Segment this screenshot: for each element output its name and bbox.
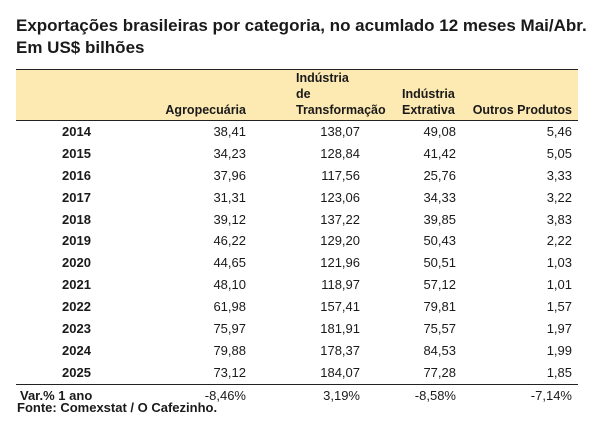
header-industria-extrativa-line2: Extrativa [402,103,455,117]
cell-outros-produtos: 1,01 [546,277,572,293]
exports-table: Agropecuária Indústria de Transformação … [16,69,578,407]
cell-industria-transformacao: 137,22 [320,211,360,227]
cell-outros-produtos: 1,85 [546,364,572,380]
cell-agropecuaria: 75,97 [213,320,246,336]
cell-agropecuaria: 73,12 [213,364,246,380]
cell-industria-extrativa: 75,57 [423,320,456,336]
cell-industria-transformacao: 3,19% [248,383,368,407]
cell-industria-extrativa: 84,53 [423,342,456,358]
table-row: 2023 75,97 181,91 75,57 1,97 [16,318,578,340]
cell-industria-transformacao: 184,07 [320,364,360,380]
header-year [16,69,128,121]
cell-year: 2016 [62,167,91,183]
cell-industria-transformacao: 157,41 [320,299,360,315]
cell-outros-produtos: 1,99 [546,342,572,358]
cell-agropecuaria: 44,65 [213,255,246,271]
variation-row: Var.% 1 ano -8,46% 3,19% -8,58% -7,14% [16,383,578,407]
cell-agropecuaria: 48,10 [213,277,246,293]
cell-year: 2022 [62,299,91,315]
cell-outros-produtos: 1,97 [546,320,572,336]
cell-industria-extrativa: 34,33 [423,189,456,205]
cell-agropecuaria: 79,88 [213,342,246,358]
cell-agropecuaria: 46,22 [213,233,246,249]
cell-outros-produtos: 1,03 [546,255,572,271]
cell-agropecuaria: 34,23 [213,145,246,161]
table-row: 2020 44,65 121,96 50,51 1,03 [16,252,578,274]
header-industria-transformacao-line2: Transformação [296,103,386,117]
cell-agropecuaria: 31,31 [213,189,246,205]
cell-industria-transformacao: 117,56 [321,167,360,183]
table-row: 2021 48,10 118,97 57,12 1,01 [16,274,578,296]
header-outros-produtos-label: Outros Produtos [472,103,572,117]
cell-industria-extrativa: 57,12 [423,277,456,293]
cell-industria-extrativa: 50,43 [423,233,456,249]
cell-year: 2017 [62,189,91,205]
table-title: Exportações brasileiras por categoria, n… [16,16,587,57]
table-row: 2017 31,31 123,06 34,33 3,22 [16,187,578,209]
cell-outros-produtos: 2,22 [546,233,572,249]
table-body: 2014 38,41 138,07 49,08 5,46 2015 34,23 128,84 4… [16,121,578,407]
cell-industria-transformacao: 128,84 [320,145,360,161]
cell-outros-produtos: 3,83 [546,211,572,227]
cell-agropecuaria: 39,12 [213,211,246,227]
cell-industria-extrativa: -8,58% [368,383,468,407]
cell-year: 2024 [62,342,91,358]
cell-year: 2018 [62,211,91,227]
cell-agropecuaria: 38,41 [213,123,246,139]
table-row: 2014 38,41 138,07 49,08 5,46 [16,121,578,143]
cell-industria-transformacao: 121,96 [320,255,360,271]
header-industria-transformacao: Indústria de Transformação [248,69,386,121]
cell-industria-transformacao: 138,07 [320,123,360,139]
cell-industria-extrativa: 39,85 [423,211,456,227]
cell-year: 2015 [62,145,91,161]
cell-outros-produtos: 5,46 [546,123,572,139]
cell-industria-transformacao: 129,20 [320,233,360,249]
header-agropecuaria: Agropecuária [128,69,248,121]
header-industria-extrativa-line1: Indústria [402,87,455,101]
cell-outros-produtos: 1,57 [546,299,572,315]
cell-industria-extrativa: 77,28 [423,364,456,380]
cell-year: 2020 [62,255,91,271]
cell-industria-extrativa: 50,51 [423,255,456,271]
cell-year: 2021 [62,277,91,293]
table-row: 2015 34,23 128,84 41,42 5,05 [16,143,578,165]
header-outros-produtos: Outros Produtos [468,69,578,121]
cell-industria-transformacao: 123,06 [320,189,360,205]
cell-industria-extrativa: 49,08 [423,123,456,139]
cell-agropecuaria: -8,46% [128,383,248,407]
cell-outros-produtos: 3,22 [546,189,572,205]
table-row: 2024 79,88 178,37 84,53 1,99 [16,340,578,362]
cell-industria-extrativa: 41,42 [423,145,456,161]
table-row: 2019 46,22 129,20 50,43 2,22 [16,230,578,252]
table-row: 2025 73,12 184,07 77,28 1,85 [16,362,578,384]
cell-year: 2019 [62,233,91,249]
header-row: Agropecuária Indústria de Transformação … [16,69,578,121]
table-row: 2018 39,12 137,22 39,85 3,83 [16,209,578,231]
cell-outros-produtos: 3,33 [546,167,572,183]
cell-industria-transformacao: 181,91 [320,320,360,336]
cell-industria-transformacao: 118,97 [321,277,360,293]
cell-year: 2023 [62,320,91,336]
header-industria-extrativa: Indústria Extrativa [368,69,468,121]
cell-year: 2025 [62,364,91,380]
cell-outros-produtos: 5,05 [546,145,572,161]
source-note: Fonte: Comexstat / O Cafezinho. [17,400,218,415]
header-agropecuaria-label: Agropecuária [165,103,246,117]
cell-industria-extrativa: 25,76 [423,167,456,183]
cell-industria-transformacao: 178,37 [320,342,360,358]
table-row: 2016 37,96 117,56 25,76 3,33 [16,165,578,187]
header-industria-transformacao-line1: Indústria de [296,71,349,101]
cell-year: Var.% 1 ano [16,383,128,407]
table-row: 2022 61,98 157,41 79,81 1,57 [16,296,578,318]
cell-agropecuaria: 37,96 [213,167,246,183]
cell-industria-extrativa: 79,81 [423,299,456,315]
cell-year: 2014 [62,123,91,139]
cell-agropecuaria: 61,98 [213,299,246,315]
cell-outros-produtos: -7,14% [468,383,578,407]
